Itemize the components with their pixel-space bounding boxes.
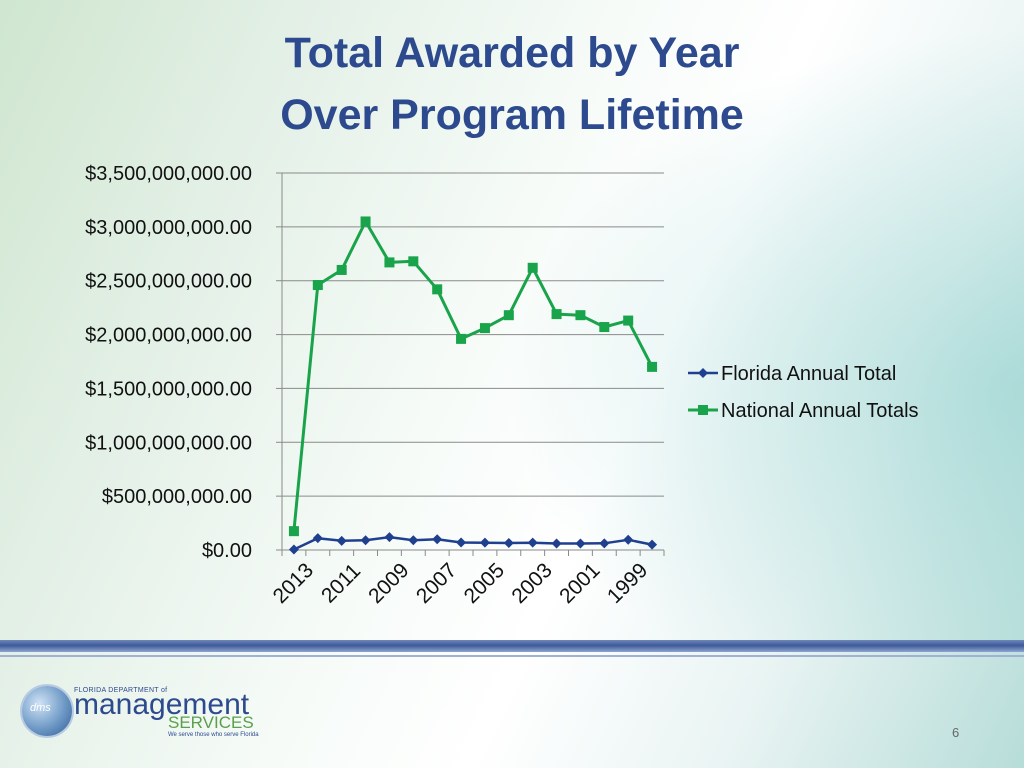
florida-point — [384, 532, 395, 543]
florida-point — [623, 534, 634, 545]
x-tick-label: 2005 — [460, 559, 509, 608]
florida-point — [551, 538, 562, 549]
x-tick-label: 2011 — [317, 559, 365, 607]
national-point — [384, 257, 395, 268]
y-tick-label: $3,000,000,000.00 — [85, 217, 252, 239]
x-tick-label: 2013 — [269, 559, 318, 608]
series-line-1 — [293, 535, 653, 551]
florida-point — [360, 535, 371, 546]
logo-services-text: SERVICES — [168, 713, 254, 732]
x-tick-label: 1999 — [603, 559, 652, 608]
y-tick-label: $2,500,000,000.00 — [85, 271, 252, 293]
florida-globe-icon: dms — [22, 686, 72, 736]
florida-point — [527, 537, 538, 548]
national-point — [551, 309, 562, 320]
florida-point — [575, 538, 586, 549]
x-tick-label: 2009 — [364, 559, 413, 608]
y-tick-label: $1,000,000,000.00 — [85, 432, 252, 454]
national-point — [647, 361, 658, 372]
legend-label-1: Florida Annual Total — [721, 363, 896, 385]
national-point — [456, 333, 467, 344]
y-tick-label: $0.00 — [202, 540, 252, 562]
national-point — [312, 280, 323, 291]
x-tick-label: 2007 — [412, 559, 461, 608]
florida-point — [408, 535, 419, 546]
florida-point — [288, 544, 299, 555]
florida-point — [456, 537, 467, 548]
florida-point — [599, 538, 610, 549]
logo-main-text: management — [74, 688, 250, 721]
national-point — [599, 322, 610, 333]
florida-point — [479, 537, 490, 548]
national-point — [432, 284, 443, 295]
slide-title: Total Awarded by Year Over Program Lifet… — [0, 22, 1024, 146]
line-chart: $3,500,000,000.00 $3,000,000,000.00 $2,500… — [85, 163, 919, 608]
florida-point — [312, 533, 323, 544]
national-point — [288, 526, 299, 537]
florida-point — [647, 539, 658, 550]
national-point — [503, 310, 514, 321]
y-tick-label: $3,500,000,000.00 — [85, 163, 252, 185]
dms-logo: dms FLORIDA DEPARTMENT of management SER… — [22, 686, 282, 742]
national-point — [336, 264, 347, 275]
background-gradient — [464, 0, 1024, 640]
legend-marker-square — [698, 405, 708, 415]
y-tick-label: $2,000,000,000.00 — [85, 325, 252, 347]
national-point — [408, 256, 419, 267]
florida-point — [503, 537, 514, 548]
legend-label-2: National Annual Totals — [721, 400, 919, 422]
globe-label: dms — [30, 702, 51, 714]
footer-band — [0, 640, 1024, 652]
x-tick-label: 2001 — [555, 559, 604, 608]
x-tick-label: 2003 — [507, 559, 556, 608]
national-point — [360, 216, 371, 227]
y-tick-label: $1,500,000,000.00 — [85, 378, 252, 400]
page-number: 6 — [952, 725, 960, 740]
logo-small-text: FLORIDA DEPARTMENT of — [74, 687, 168, 694]
title-line-2: Over Program Lifetime — [280, 91, 744, 139]
national-point — [575, 310, 586, 321]
series-line-2 — [292, 220, 654, 532]
national-point — [623, 315, 634, 326]
national-point — [527, 262, 538, 273]
footer-divider — [0, 655, 1024, 657]
florida-point — [336, 535, 347, 546]
legend-marker-diamond — [698, 368, 708, 378]
florida-point — [432, 534, 443, 545]
national-point — [479, 323, 490, 334]
y-tick-label: $500,000,000.00 — [102, 486, 252, 508]
logo-tagline: We serve those who serve Florida — [168, 732, 259, 738]
title-line-1: Total Awarded by Year — [284, 29, 740, 77]
